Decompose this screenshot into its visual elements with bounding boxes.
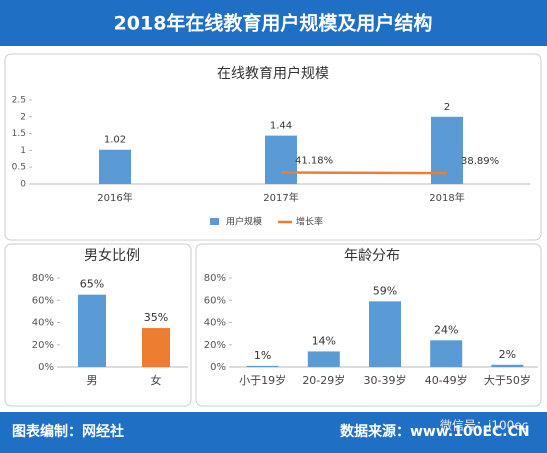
x-tick-label: 2016年 xyxy=(97,191,132,204)
header-title: 2018年在线教育用户规模及用户结构 xyxy=(114,12,433,35)
y-tick-label: 0% xyxy=(210,362,226,373)
y-tick-label: 0% xyxy=(38,362,54,373)
y-tick-label: 40% xyxy=(204,318,226,329)
data-label: 41.18% xyxy=(295,155,333,166)
footer-source: 数据来源：www.100EC.CN xyxy=(340,423,530,440)
x-tick-label: 20-29岁 xyxy=(302,373,345,387)
data-label: 1.44 xyxy=(270,121,292,132)
x-tick-label: 2018年 xyxy=(429,191,464,204)
x-tick-label: 女 xyxy=(151,373,162,387)
x-tick-label: 40-49岁 xyxy=(425,373,468,387)
y-tick-label: 1 xyxy=(20,146,26,156)
line xyxy=(280,171,448,175)
data-label: 2% xyxy=(499,348,516,361)
data-label: 14% xyxy=(312,334,336,347)
data-label: 24% xyxy=(434,323,458,336)
data-label: 59% xyxy=(373,284,397,297)
panel xyxy=(4,243,192,407)
data-label: 2 xyxy=(444,102,450,113)
panel xyxy=(195,243,542,407)
wechat-watermark: 微信号：i100ec xyxy=(440,419,528,433)
bar xyxy=(246,365,279,367)
data-label: 65% xyxy=(80,278,104,291)
y-tick-label: 80% xyxy=(32,273,54,284)
bar xyxy=(142,328,170,367)
chart-title: 在线教育用户规模 xyxy=(217,65,329,82)
y-tick-label: 0.5 xyxy=(12,163,26,173)
y-tick-label: 0 xyxy=(20,180,26,190)
chart-title: 男女比例 xyxy=(84,247,140,264)
bar xyxy=(78,294,106,367)
footer-bar xyxy=(0,412,547,453)
x-tick-label: 大于50岁 xyxy=(484,373,531,387)
legend-label: 用户规模 xyxy=(226,216,262,228)
x-tick-label: 小于19岁 xyxy=(239,373,286,387)
y-tick-label: 60% xyxy=(32,295,54,306)
data-label: 38.89% xyxy=(461,156,499,167)
bar xyxy=(369,301,401,367)
y-tick-label: 20% xyxy=(204,340,226,351)
data-label: 35% xyxy=(144,311,168,324)
x-tick-label: 2017年 xyxy=(263,191,298,204)
x-tick-label: 男 xyxy=(87,374,98,387)
bar xyxy=(99,149,131,184)
y-tick-label: 2 xyxy=(20,112,26,122)
legend-label: 增长率 xyxy=(296,216,323,228)
bar xyxy=(430,340,463,367)
bar xyxy=(491,364,524,367)
y-tick-label: 2.5 xyxy=(12,96,26,106)
data-label: 1.02 xyxy=(104,135,126,146)
x-tick-label: 30-39岁 xyxy=(364,373,407,387)
y-tick-label: 80% xyxy=(204,273,226,284)
y-tick-label: 1.5 xyxy=(12,129,26,139)
chart-title: 年龄分布 xyxy=(344,248,400,264)
data-label: 1% xyxy=(254,349,271,362)
legend-swatch xyxy=(210,218,219,225)
bar xyxy=(265,135,297,184)
panel xyxy=(4,53,542,241)
y-tick-label: 60% xyxy=(204,295,226,306)
y-tick-label: 20% xyxy=(32,340,54,351)
header-bar xyxy=(0,0,547,46)
bar xyxy=(307,351,340,367)
y-tick-label: 40% xyxy=(32,318,54,329)
footer-credit: 图表编制：网经社 xyxy=(12,423,124,440)
